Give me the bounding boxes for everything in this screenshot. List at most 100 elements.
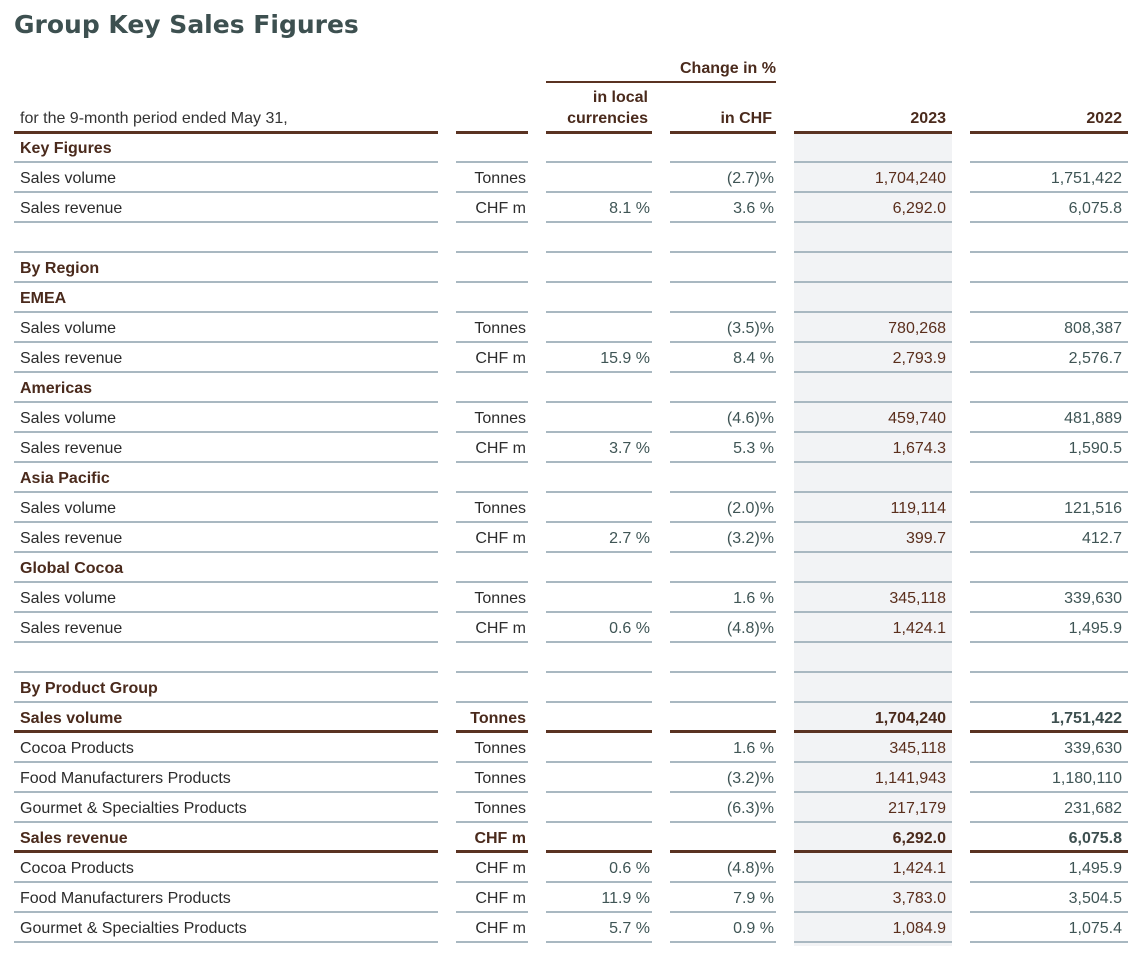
value-2022-cell [970, 134, 1128, 163]
change-local-cell [546, 164, 652, 193]
unit-cell: Tonnes [456, 314, 528, 343]
section-header-row: Key Figures [0, 134, 1140, 164]
spacer-row [0, 224, 1140, 254]
change-local-cell: 15.9 % [546, 344, 652, 373]
value-2023-cell: 6,292.0 [794, 824, 952, 853]
value-2023-cell: 1,084.9 [794, 914, 952, 943]
change-local-cell [546, 314, 652, 343]
change-local-cell [546, 464, 652, 493]
change-local-cell [546, 494, 652, 523]
change-chf-cell: (4.8)% [670, 614, 776, 643]
row-label: Sales revenue [14, 194, 438, 223]
change-chf-cell: 5.3 % [670, 434, 776, 463]
table-row: Sales volume Tonnes (2.7)% 1,704,240 1,751,4… [0, 164, 1140, 194]
row-label: Cocoa Products [14, 734, 438, 763]
change-chf-cell [670, 224, 776, 253]
value-2022-cell: 1,495.9 [970, 854, 1128, 883]
unit-cell: CHF m [456, 824, 528, 853]
value-2023-cell: 780,268 [794, 314, 952, 343]
change-local-cell [546, 134, 652, 163]
row-label: Food Manufacturers Products [14, 764, 438, 793]
change-local-cell: 0.6 % [546, 854, 652, 883]
row-label: Sales volume [14, 164, 438, 193]
table-row: Sales revenue CHF m 3.7 % 5.3 % 1,674.3 1,590… [0, 434, 1140, 464]
value-2022-cell [970, 284, 1128, 313]
value-2022-cell: 6,075.8 [970, 824, 1128, 853]
section-header-row: EMEA [0, 284, 1140, 314]
value-2023-cell [794, 554, 952, 583]
unit-cell: CHF m [456, 884, 528, 913]
table-row: Sales revenue CHF m 8.1 % 3.6 % 6,292.0 6,075… [0, 194, 1140, 224]
table-row: Sales volume Tonnes (4.6)% 459,740 481,889 [0, 404, 1140, 434]
value-2022-cell: 1,075.4 [970, 914, 1128, 943]
change-chf-cell: (3.2)% [670, 764, 776, 793]
change-local-cell: 2.7 % [546, 524, 652, 553]
change-local-cell [546, 374, 652, 403]
change-chf-cell: (3.2)% [670, 524, 776, 553]
change-chf-cell [670, 704, 776, 733]
change-local-cell [546, 584, 652, 613]
change-group-rule [546, 81, 776, 83]
change-chf-cell: (2.7)% [670, 164, 776, 193]
row-label: Cocoa Products [14, 854, 438, 883]
unit-cell: Tonnes [456, 494, 528, 523]
unit-cell: CHF m [456, 434, 528, 463]
unit-cell [456, 134, 528, 163]
value-2023-cell: 3,783.0 [794, 884, 952, 913]
value-2022-cell: 2,576.7 [970, 344, 1128, 373]
value-2023-cell [794, 374, 952, 403]
value-2022-cell [970, 644, 1128, 673]
table-row: Food Manufacturers Products Tonnes (3.2)% 1… [0, 764, 1140, 794]
value-2022-cell [970, 254, 1128, 283]
value-2023-cell: 345,118 [794, 734, 952, 763]
row-label: Sales revenue [14, 524, 438, 553]
table-row: Gourmet & Specialties Products Tonnes (6.3… [0, 794, 1140, 824]
change-chf-cell [670, 824, 776, 853]
change-local-cell [546, 764, 652, 793]
unit-cell: Tonnes [456, 164, 528, 193]
unit-cell: Tonnes [456, 734, 528, 763]
value-2022-cell: 1,180,110 [970, 764, 1128, 793]
unit-cell: CHF m [456, 194, 528, 223]
row-label: Sales volume [14, 704, 438, 733]
unit-cell [456, 464, 528, 493]
value-2022-cell: 808,387 [970, 314, 1128, 343]
change-chf-cell [670, 554, 776, 583]
change-chf-cell: 3.6 % [670, 194, 776, 223]
value-2022-cell: 1,751,422 [970, 164, 1128, 193]
change-chf-cell: (3.5)% [670, 314, 776, 343]
value-2023-cell [794, 674, 952, 703]
value-2022-cell: 1,590.5 [970, 434, 1128, 463]
row-label: Sales revenue [14, 824, 438, 853]
row-label: Global Cocoa [14, 554, 438, 583]
value-2023-cell [794, 464, 952, 493]
unit-cell: CHF m [456, 524, 528, 553]
row-label: By Region [14, 254, 438, 283]
table-row: Gourmet & Specialties Products CHF m 5.7 %… [0, 914, 1140, 944]
header-rule-unit [456, 131, 528, 134]
change-chf-cell: (4.6)% [670, 404, 776, 433]
change-chf-cell: 0.9 % [670, 914, 776, 943]
change-in-percent-header: Change in % [679, 60, 776, 77]
current-year-column-shading [794, 134, 952, 946]
value-2023-cell: 2,793.9 [794, 344, 952, 373]
change-local-cell [546, 404, 652, 433]
unit-cell: Tonnes [456, 764, 528, 793]
value-2022-cell: 121,516 [970, 494, 1128, 523]
unit-cell [456, 284, 528, 313]
value-2022-cell: 339,630 [970, 584, 1128, 613]
value-2023-cell: 345,118 [794, 584, 952, 613]
header-rule-chf [670, 131, 776, 134]
section-header-row: Global Cocoa [0, 554, 1140, 584]
value-2023-cell: 1,424.1 [794, 854, 952, 883]
local-currencies-header-line2: currencies [567, 110, 648, 127]
spacer-row [0, 644, 1140, 674]
year-2023-header: 2023 [910, 110, 946, 127]
change-local-cell [546, 794, 652, 823]
change-chf-cell: 1.6 % [670, 584, 776, 613]
change-chf-cell: (6.3)% [670, 794, 776, 823]
value-2022-cell: 1,495.9 [970, 614, 1128, 643]
change-chf-cell [670, 464, 776, 493]
table-row: Sales volume Tonnes 1.6 % 345,118 339,630 [0, 584, 1140, 614]
section-header-row: Americas [0, 374, 1140, 404]
